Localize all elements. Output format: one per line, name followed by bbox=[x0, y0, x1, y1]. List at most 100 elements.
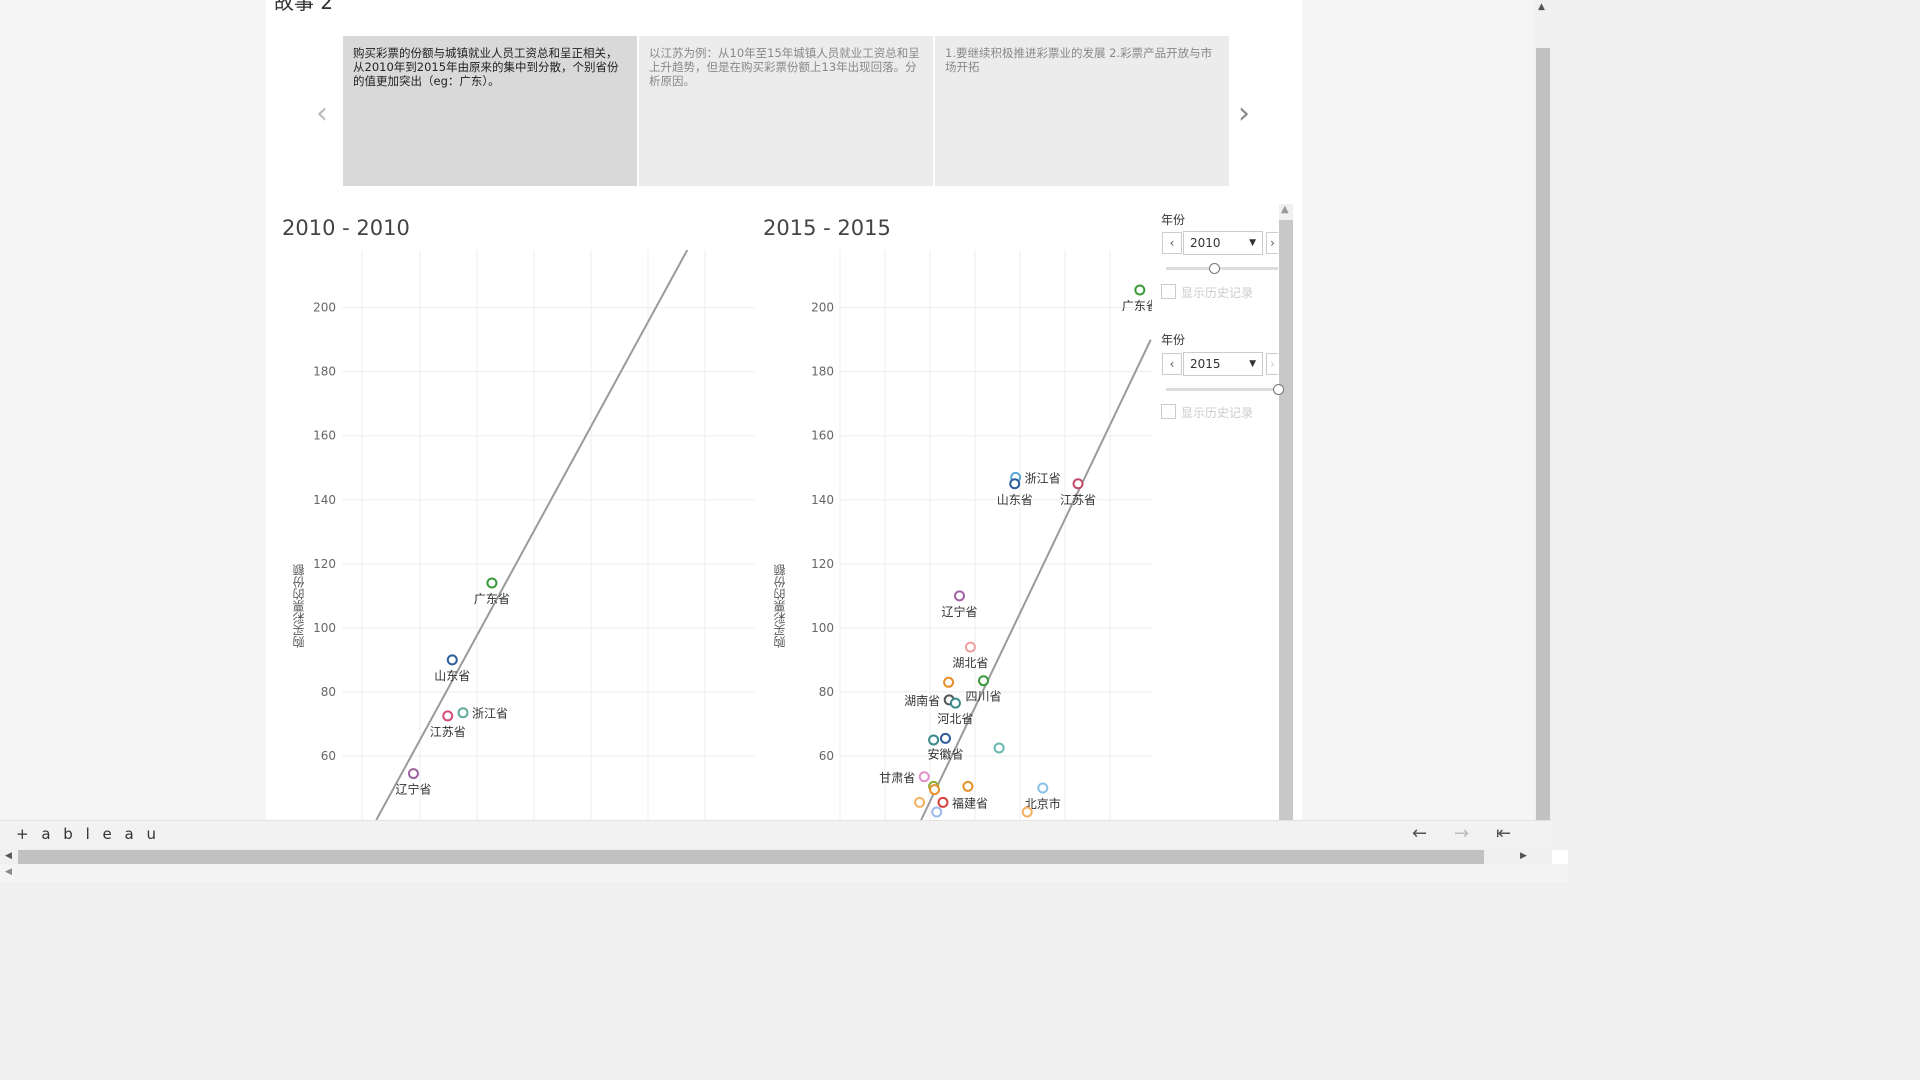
chevron-left-icon: ‹ bbox=[1170, 236, 1175, 250]
data-point[interactable] bbox=[487, 579, 496, 588]
data-point[interactable] bbox=[1010, 479, 1019, 488]
page-vertical-scrollbar[interactable]: ▲ ▼ bbox=[1534, 0, 1552, 850]
trend-line bbox=[376, 250, 687, 820]
bottom-strip: ◀ bbox=[0, 864, 1568, 882]
data-point-label: 河北省 bbox=[937, 712, 973, 726]
chevron-right-icon: › bbox=[1270, 357, 1275, 371]
revert-icon[interactable]: ⇤ bbox=[1496, 823, 1511, 844]
data-point-label: 浙江省 bbox=[472, 707, 508, 721]
year-select-value-1: 2010 bbox=[1190, 236, 1221, 250]
horizontal-scroll-thumb[interactable] bbox=[18, 850, 1484, 864]
data-point-label: 辽宁省 bbox=[395, 782, 431, 797]
year-next-button-1[interactable]: › bbox=[1266, 232, 1278, 254]
scroll-left-icon[interactable]: ◀ bbox=[5, 867, 12, 877]
data-point[interactable] bbox=[966, 643, 975, 652]
story-navigator: 购买彩票的份额与城镇就业人员工资总和呈正相关，从2010年到2015年由原来的集… bbox=[343, 36, 1229, 186]
vertical-scroll-thumb[interactable] bbox=[1536, 48, 1550, 830]
year-slider-knob-2[interactable] bbox=[1273, 384, 1284, 395]
year-slider-2[interactable] bbox=[1166, 388, 1278, 391]
page-horizontal-scrollbar[interactable]: ◀ ▶ bbox=[0, 850, 1552, 864]
dropdown-arrow-icon: ▼ bbox=[1249, 353, 1256, 375]
data-point[interactable] bbox=[1074, 479, 1083, 488]
story-point-2[interactable]: 以江苏为例：从10年至15年城镇人员就业工资总和呈上升趋势，但是在购买彩票份额上… bbox=[639, 36, 933, 186]
filter-scroll-thumb[interactable] bbox=[1279, 220, 1293, 820]
y-tick-label: 120 bbox=[811, 557, 834, 571]
scroll-left-icon[interactable]: ◀ bbox=[5, 851, 12, 861]
year-filter-label-2: 年份 bbox=[1161, 331, 1185, 348]
data-point[interactable] bbox=[1038, 783, 1047, 792]
data-point[interactable] bbox=[963, 782, 972, 791]
y-tick-label: 160 bbox=[313, 429, 336, 443]
data-point-label: 广东省 bbox=[1122, 299, 1152, 313]
data-point-label: 湖北省 bbox=[952, 655, 988, 670]
data-point[interactable] bbox=[932, 807, 941, 816]
data-point-label: 广东省 bbox=[474, 592, 510, 606]
data-point[interactable] bbox=[979, 676, 988, 685]
data-point[interactable] bbox=[915, 798, 924, 807]
data-point-label: 四川省 bbox=[966, 690, 1002, 704]
redo-icon[interactable]: → bbox=[1454, 823, 1469, 844]
data-point[interactable] bbox=[951, 699, 960, 708]
data-point[interactable] bbox=[443, 711, 452, 720]
y-tick-label: 200 bbox=[313, 301, 336, 315]
data-point-label: 湖南省 bbox=[904, 693, 940, 708]
chevron-right-icon: › bbox=[1270, 236, 1275, 250]
story-point-1[interactable]: 购买彩票的份额与城镇就业人员工资总和呈正相关，从2010年到2015年由原来的集… bbox=[343, 36, 637, 186]
data-point-label: 福建省 bbox=[952, 795, 988, 810]
data-point[interactable] bbox=[930, 785, 939, 794]
data-point-label: 辽宁省 bbox=[941, 604, 977, 619]
y-tick-label: 100 bbox=[811, 621, 834, 635]
story-point-3[interactable]: 1.要继续积极推进彩票业的发展 2.彩票产品开放与市场开拓 bbox=[935, 36, 1229, 186]
chevron-left-icon: ‹ bbox=[1170, 357, 1175, 371]
year-prev-button-2[interactable]: ‹ bbox=[1162, 353, 1182, 375]
tableau-logo[interactable]: + a b l e a u bbox=[16, 825, 160, 843]
y-tick-label: 60 bbox=[819, 749, 834, 763]
year-next-button-2[interactable]: › bbox=[1266, 353, 1278, 375]
show-history-label-1: 显示历史记录 bbox=[1181, 286, 1253, 300]
data-point[interactable] bbox=[1135, 286, 1144, 295]
data-point[interactable] bbox=[944, 678, 953, 687]
data-point[interactable] bbox=[1023, 807, 1032, 816]
story-prev-arrow[interactable]: ‹ bbox=[316, 96, 328, 131]
year-prev-button-1[interactable]: ‹ bbox=[1162, 232, 1182, 254]
year-select-1[interactable]: 2010 ▼ bbox=[1183, 231, 1263, 255]
scroll-up-icon[interactable]: ▲ bbox=[1281, 204, 1289, 215]
y-tick-label: 200 bbox=[811, 301, 834, 315]
tableau-toolbar: + a b l e a u ← → ⇤ bbox=[0, 820, 1552, 849]
data-point[interactable] bbox=[995, 743, 1004, 752]
story-next-arrow[interactable]: › bbox=[1238, 96, 1250, 131]
year-select-2[interactable]: 2015 ▼ bbox=[1183, 352, 1263, 376]
y-tick-label: 100 bbox=[313, 621, 336, 635]
data-point[interactable] bbox=[938, 798, 947, 807]
year-filter-label-1: 年份 bbox=[1161, 211, 1185, 228]
y-tick-label: 80 bbox=[321, 685, 336, 699]
undo-icon[interactable]: ← bbox=[1412, 823, 1427, 844]
year-slider-1[interactable] bbox=[1166, 267, 1278, 270]
data-point[interactable] bbox=[409, 769, 418, 778]
y-tick-label: 180 bbox=[313, 365, 336, 379]
data-point[interactable] bbox=[448, 655, 457, 664]
chart-title-2015: 2015 - 2015 bbox=[763, 216, 891, 240]
y-tick-label: 160 bbox=[811, 429, 834, 443]
filter-panel-scrollbar[interactable]: ▲ bbox=[1279, 204, 1293, 820]
scroll-right-icon[interactable]: ▶ bbox=[1520, 851, 1527, 861]
data-point[interactable] bbox=[941, 734, 950, 743]
show-history-2[interactable]: 显示历史记录 bbox=[1161, 404, 1253, 421]
data-point[interactable] bbox=[929, 735, 938, 744]
scrollbar-corner bbox=[1552, 850, 1568, 864]
data-point[interactable] bbox=[459, 708, 468, 717]
data-point[interactable] bbox=[920, 772, 929, 781]
scroll-up-icon[interactable]: ▲ bbox=[1538, 2, 1545, 12]
y-tick-label: 80 bbox=[819, 685, 834, 699]
data-point-label: 江苏省 bbox=[430, 725, 466, 739]
checkbox-icon[interactable] bbox=[1161, 404, 1176, 419]
dropdown-arrow-icon: ▼ bbox=[1249, 232, 1256, 254]
data-point[interactable] bbox=[955, 591, 964, 600]
show-history-1[interactable]: 显示历史记录 bbox=[1161, 284, 1253, 301]
data-point-label: 浙江省 bbox=[1025, 471, 1061, 485]
checkbox-icon[interactable] bbox=[1161, 284, 1176, 299]
viewport: 故事 2 ‹ 购买彩票的份额与城镇就业人员工资总和呈正相关，从2010年到201… bbox=[0, 0, 1534, 820]
y-tick-label: 140 bbox=[811, 493, 834, 507]
